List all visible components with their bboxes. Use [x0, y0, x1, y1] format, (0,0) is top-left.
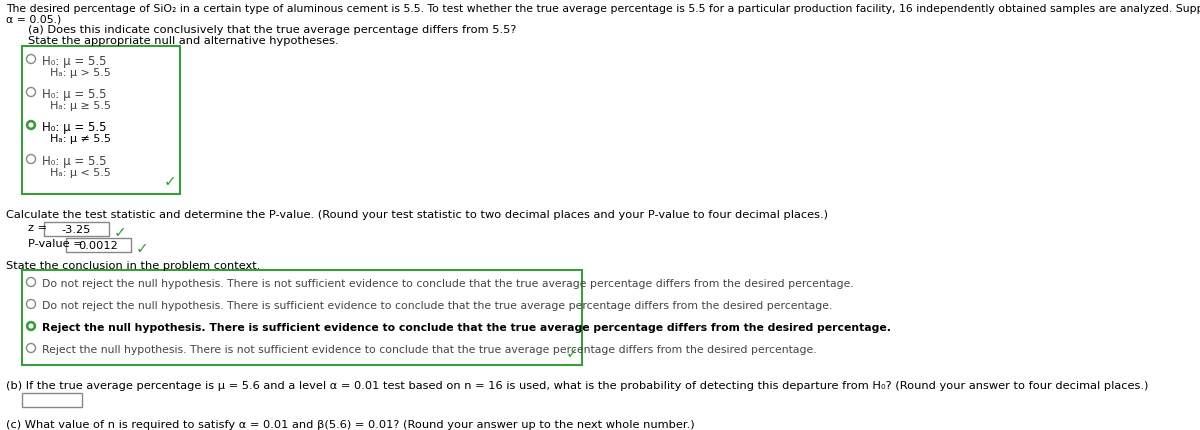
Circle shape	[26, 278, 36, 287]
Text: 0.0012: 0.0012	[79, 240, 119, 250]
Text: ✓: ✓	[136, 240, 149, 255]
Text: ✓: ✓	[114, 224, 127, 240]
Text: -3.25: -3.25	[62, 224, 91, 234]
Circle shape	[29, 325, 32, 328]
Text: The desired percentage of SiO₂ in a certain type of aluminous cement is 5.5. To : The desired percentage of SiO₂ in a cert…	[6, 4, 1200, 14]
Circle shape	[26, 300, 36, 309]
Text: ✓: ✓	[565, 345, 578, 360]
Text: H₀: μ = 5.5: H₀: μ = 5.5	[42, 55, 107, 68]
Text: ✓: ✓	[163, 174, 176, 189]
Text: (a) Does this indicate conclusively that the true average percentage differs fro: (a) Does this indicate conclusively that…	[28, 25, 516, 35]
Circle shape	[26, 344, 36, 353]
Text: Hₐ: μ ≥ 5.5: Hₐ: μ ≥ 5.5	[50, 101, 112, 111]
Circle shape	[26, 88, 36, 97]
Circle shape	[26, 155, 36, 164]
FancyBboxPatch shape	[66, 239, 131, 252]
Text: Hₐ: μ ≠ 5.5: Hₐ: μ ≠ 5.5	[50, 134, 112, 144]
Circle shape	[26, 55, 36, 64]
Text: H₀: μ = 5.5: H₀: μ = 5.5	[42, 121, 107, 134]
Text: Do not reject the null hypothesis. There is sufficient evidence to conclude that: Do not reject the null hypothesis. There…	[42, 300, 833, 310]
Text: State the appropriate null and alternative hypotheses.: State the appropriate null and alternati…	[28, 36, 338, 46]
Text: Reject the null hypothesis. There is not sufficient evidence to conclude that th: Reject the null hypothesis. There is not…	[42, 344, 817, 354]
FancyBboxPatch shape	[22, 393, 82, 407]
Circle shape	[26, 322, 36, 331]
Text: Reject the null hypothesis. There is sufficient evidence to conclude that the tr: Reject the null hypothesis. There is suf…	[42, 322, 890, 332]
Text: Hₐ: μ > 5.5: Hₐ: μ > 5.5	[50, 68, 110, 78]
Circle shape	[26, 121, 36, 130]
FancyBboxPatch shape	[22, 270, 582, 365]
FancyBboxPatch shape	[22, 47, 180, 194]
Text: P-value =: P-value =	[28, 239, 86, 249]
Text: (b) If the true average percentage is μ = 5.6 and a level α = 0.01 test based on: (b) If the true average percentage is μ …	[6, 380, 1148, 390]
Circle shape	[29, 124, 32, 128]
FancyBboxPatch shape	[44, 222, 109, 236]
Text: z =: z =	[28, 222, 50, 233]
Text: Calculate the test statistic and determine the P-value. (Round your test statist: Calculate the test statistic and determi…	[6, 209, 828, 219]
Text: Do not reject the null hypothesis. There is not sufficient evidence to conclude : Do not reject the null hypothesis. There…	[42, 278, 853, 289]
Text: H₀: μ = 5.5: H₀: μ = 5.5	[42, 88, 107, 101]
Text: H₀: μ = 5.5: H₀: μ = 5.5	[42, 155, 107, 168]
Text: Hₐ: μ < 5.5: Hₐ: μ < 5.5	[50, 168, 110, 178]
Text: (c) What value of n is required to satisfy α = 0.01 and β(5.6) = 0.01? (Round yo: (c) What value of n is required to satis…	[6, 419, 695, 429]
Text: α = 0.05.): α = 0.05.)	[6, 14, 61, 24]
Text: State the conclusion in the problem context.: State the conclusion in the problem cont…	[6, 261, 260, 270]
